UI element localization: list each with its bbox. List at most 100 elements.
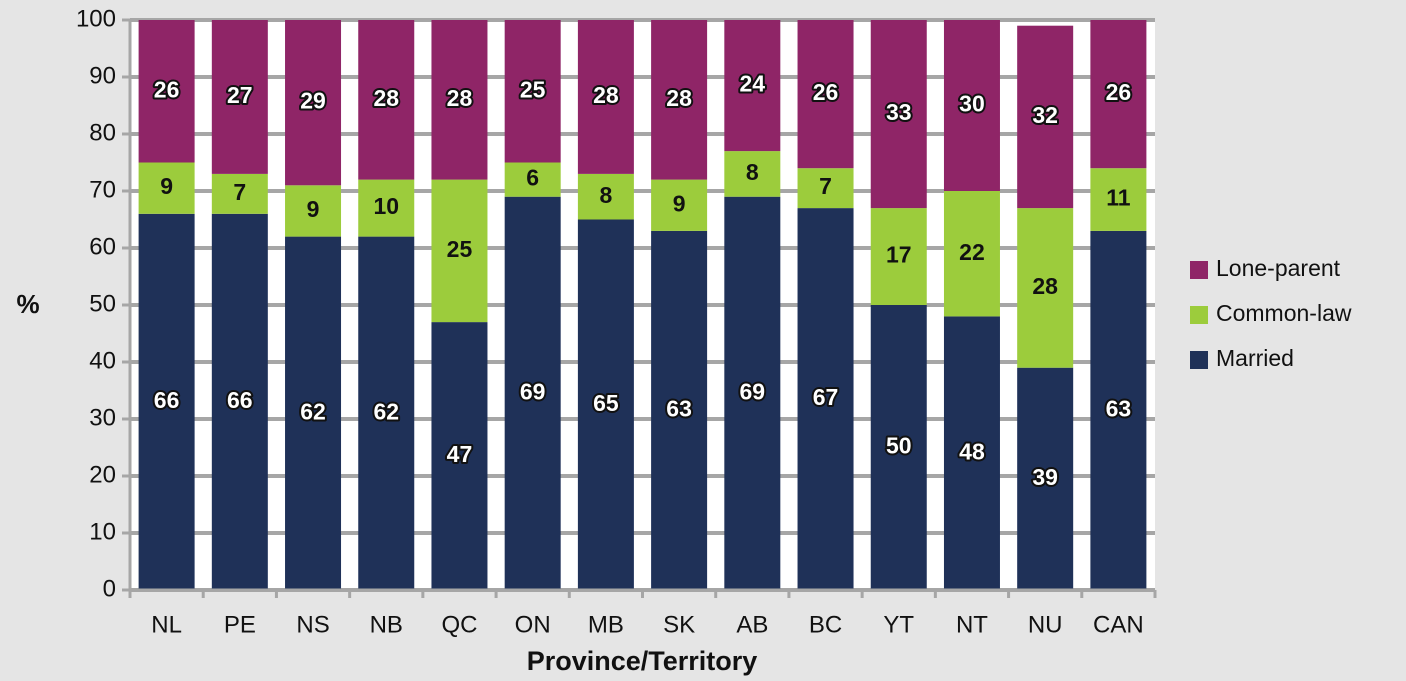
bar-segment-lone-parent [943,20,1000,191]
bar-segment-married [943,316,1000,590]
data-label: 67 [813,384,839,410]
x-axis-title: Province/Territory [527,646,758,676]
data-label: 25 [447,236,473,262]
data-label: 30 [959,91,985,117]
bar-segment-lone-parent [870,20,927,209]
bar-segment-lone-parent [358,20,415,180]
y-tick-label: 0 [103,575,116,602]
bar-segment-lone-parent [577,20,634,174]
bar-segment-lone-parent [724,20,781,152]
bar-segment-lone-parent [211,20,268,174]
data-label: 69 [520,378,546,404]
data-label: 27 [227,82,253,108]
bar-segment-common-law [1017,208,1074,368]
legend-label: Married [1216,345,1294,371]
bar-segment-common-law [358,179,415,237]
legend-swatch-common-law [1190,306,1208,324]
data-label: 8 [746,159,759,185]
bar-segment-common-law [431,179,488,323]
data-label: 24 [740,71,766,97]
x-tick-label: PE [224,611,256,638]
legend-swatch-lone-parent [1190,261,1208,279]
bar-segment-married [724,196,781,590]
y-tick-label: 30 [89,404,116,431]
data-label: 39 [1032,464,1058,490]
data-label: 48 [959,438,985,464]
x-tick-label: MB [588,611,624,638]
data-label: 29 [300,88,326,114]
y-axis-title: % [16,289,39,319]
bar-segment-common-law [651,179,708,231]
data-label: 47 [447,441,473,467]
data-label: 69 [740,378,766,404]
data-label: 66 [154,387,180,413]
data-label: 7 [233,179,246,205]
bar-segment-lone-parent [431,20,488,180]
bar-segment-common-law [1090,168,1147,231]
data-label: 28 [1032,273,1058,299]
data-label: 62 [300,398,326,424]
bar-segment-lone-parent [138,20,195,163]
bar-segment-married [138,213,195,591]
bar-segment-married [1017,367,1074,590]
data-label: 63 [1106,396,1132,422]
bar-segment-lone-parent [504,20,561,163]
data-label: 25 [520,76,546,102]
x-tick-label: BC [809,611,842,638]
x-tick-label: ON [515,611,551,638]
data-label: 33 [886,99,912,125]
y-tick-label: 80 [89,119,116,146]
data-label: 62 [373,398,399,424]
bar-segment-common-law [943,191,1000,317]
x-tick-label: NS [296,611,329,638]
bar-segment-common-law [577,173,634,220]
bars [138,20,1147,591]
y-tick-label: 50 [89,290,116,317]
bar-segment-common-law [211,173,268,214]
bar-segment-married [431,322,488,590]
axes: 0 10 20 30 40 50 60 70 80 90 100 NL PE NS NB QC ON MB SK AB… [76,5,1157,638]
bar-segment-common-law [870,208,927,305]
bar-segment-married [797,208,854,590]
data-label: 26 [813,79,839,105]
bar-segment-common-law [504,162,561,197]
x-tick-label: QC [441,611,477,638]
data-label: 28 [447,85,473,111]
bar-segment-married [358,236,415,590]
data-label: 28 [373,85,399,111]
data-label: 22 [959,239,985,265]
bar-segment-common-law [285,185,342,237]
bar-segment-married [285,236,342,590]
y-tick-label: 90 [89,62,116,89]
legend-label: Common-law [1216,300,1352,326]
data-label: 66 [227,387,253,413]
data-label: 11 [1106,185,1131,211]
data-label: 8 [599,182,612,208]
y-tick-label: 20 [89,461,116,488]
bar-segment-lone-parent [285,20,342,186]
data-label: 7 [819,173,832,199]
data-label: 28 [666,85,692,111]
data-label: 9 [307,196,320,222]
x-tick-label: NB [370,611,403,638]
data-label: 26 [1106,79,1132,105]
x-tick-label: NL [151,611,182,638]
data-label: 32 [1032,102,1058,128]
data-label: 9 [673,190,686,216]
data-labels: 66 9 26 66 7 27 62 9 29 62 10 28 47 25 28 69 6 25 65 8 28 63 9… [152,69,1133,492]
data-label: 50 [886,433,912,459]
legend-label: Lone-parent [1216,255,1341,281]
x-tick-label: SK [663,611,695,638]
bar-segment-married [870,305,927,590]
bar-segment-lone-parent [651,20,708,180]
legend: Lone-parent Common-law Married [1190,255,1352,371]
data-label: 26 [154,76,180,102]
bar-segment-lone-parent [1090,20,1147,169]
bar-segment-married [1090,230,1147,590]
x-tick-label: YT [883,611,914,638]
bar-segment-lone-parent [797,20,854,169]
bar-segment-married [577,219,634,590]
x-tick-label: NU [1028,611,1063,638]
